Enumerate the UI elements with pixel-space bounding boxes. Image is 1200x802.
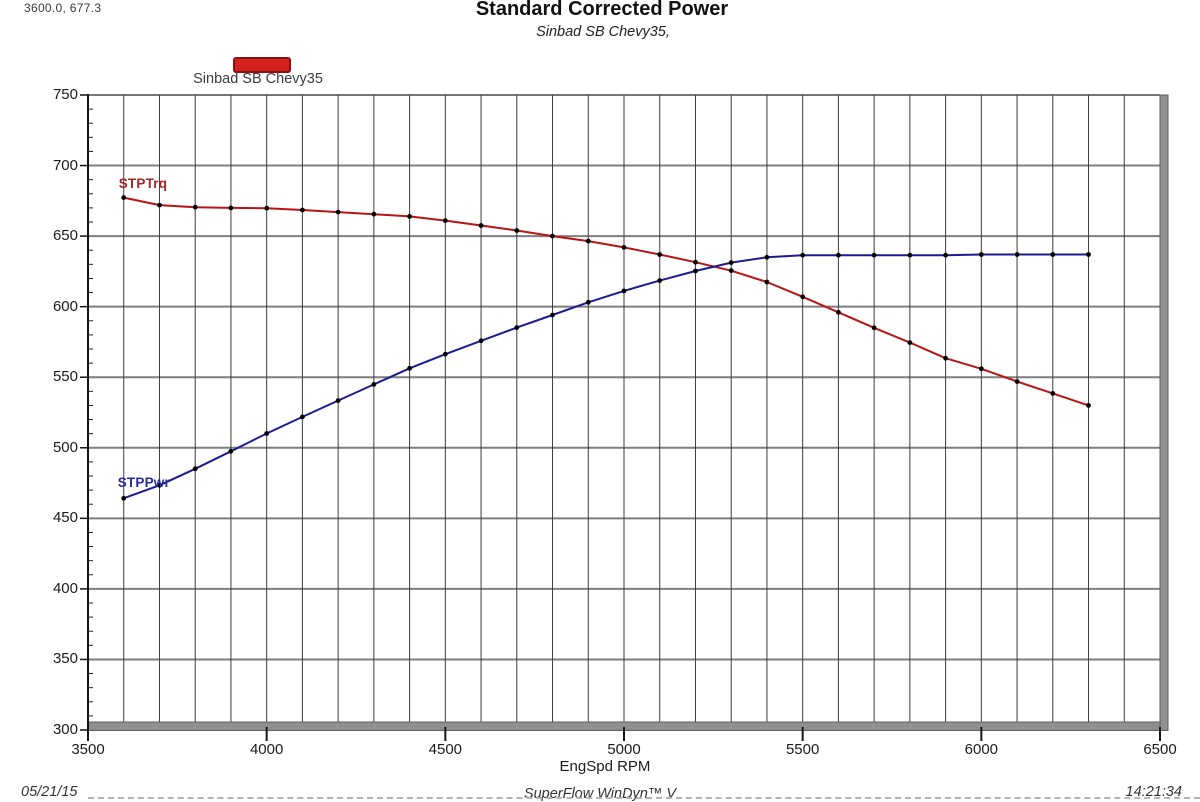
x-tick-label: 3500 (71, 741, 105, 758)
legend-color-swatch (233, 57, 291, 73)
y-tick-label: 400 (52, 579, 78, 597)
y-tick-label: 500 (52, 438, 78, 456)
bottom-dashed-divider (88, 797, 1200, 802)
y-tick-label: 750 (52, 86, 78, 103)
footer-date: 05/21/15 (21, 784, 78, 800)
x-tick-label: 5500 (785, 741, 820, 758)
x-tick-label: 6500 (1143, 741, 1177, 758)
y-tick-label: 650 (52, 227, 78, 245)
series-label-stptrq: STPTrq (118, 175, 168, 191)
x-axis-title: EngSpd RPM (559, 758, 651, 775)
cursor-readout: 3600.0, 677.3 (24, 1, 102, 15)
y-tick-label: 700 (52, 156, 78, 174)
series-label-stppwr: STPPwr (117, 475, 170, 491)
y-tick-label: 450 (52, 509, 78, 527)
y-tick-label: 600 (52, 297, 78, 315)
x-tick-label: 6000 (964, 741, 999, 758)
y-tick-label: 350 (52, 650, 78, 668)
y-tick-label: 300 (52, 721, 78, 738)
y-tick-label: 550 (52, 368, 78, 386)
chart-subtitle: Sinbad SB Chevy35, (536, 24, 670, 40)
x-tick-label: 4000 (249, 741, 284, 758)
footer-time: 14:21:34 (1125, 784, 1182, 800)
chart-title: Standard Corrected Power (475, 0, 729, 20)
x-tick-label: 4500 (428, 741, 463, 758)
x-tick-label: 5000 (607, 741, 641, 758)
legend-label: Sinbad SB Chevy35 (193, 71, 323, 87)
